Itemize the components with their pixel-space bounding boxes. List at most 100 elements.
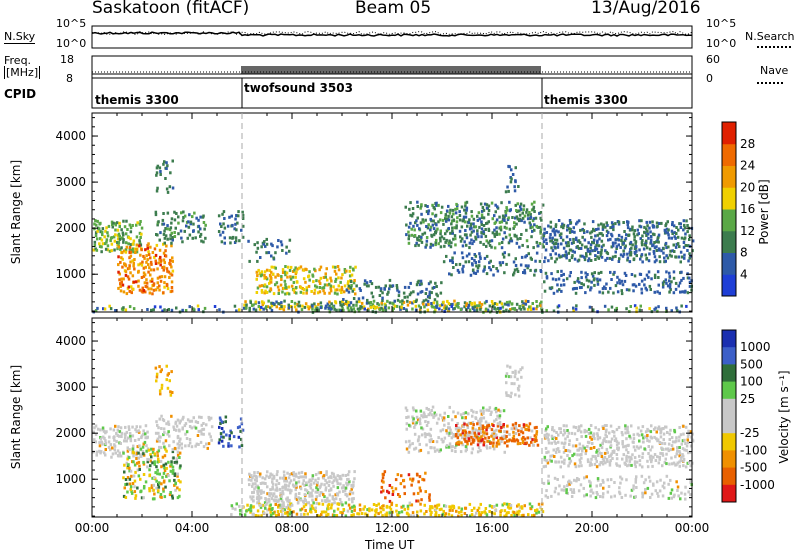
velocity-cell xyxy=(407,513,411,517)
power-cell xyxy=(457,302,460,305)
velocity-cell xyxy=(644,488,647,491)
power-cell xyxy=(642,247,646,251)
velocity-cell xyxy=(133,463,137,467)
velocity-cell xyxy=(120,435,123,438)
power-cell xyxy=(592,308,595,312)
velocity-cell xyxy=(409,503,412,507)
power-cell xyxy=(574,291,578,295)
power-cell xyxy=(220,240,224,244)
velocity-cell xyxy=(440,437,443,441)
velocity-cell xyxy=(495,410,498,414)
power-cell xyxy=(523,214,527,218)
power-cell xyxy=(522,204,526,208)
velocity-cell xyxy=(511,439,514,443)
power-cell xyxy=(560,274,563,277)
power-cell xyxy=(164,177,167,180)
velocity-cell xyxy=(158,481,161,485)
velocity-cell xyxy=(332,475,336,479)
power-cell xyxy=(495,267,498,270)
power-cell xyxy=(463,301,467,305)
velocity-cell xyxy=(633,462,637,466)
power-cell xyxy=(434,243,437,247)
power-cell xyxy=(461,244,465,248)
velocity-cell xyxy=(257,486,260,490)
velocity-cell xyxy=(603,437,606,441)
power-cell xyxy=(305,288,309,292)
velocity-cell xyxy=(258,474,262,478)
velocity-cell xyxy=(386,489,389,493)
power-cell xyxy=(646,232,650,236)
power-cell xyxy=(549,220,553,224)
power-cell xyxy=(683,223,686,227)
power-cell xyxy=(133,267,136,271)
power-cell xyxy=(445,305,448,309)
power-cell xyxy=(334,301,338,305)
velocity-cell xyxy=(583,494,586,498)
velocity-cell xyxy=(133,485,136,489)
power-cell xyxy=(593,277,596,281)
velocity-cell xyxy=(479,409,482,413)
velocity-cell xyxy=(581,444,585,448)
velocity-cell xyxy=(228,437,231,441)
power-cell xyxy=(649,230,652,234)
velocity-cell xyxy=(344,501,348,505)
power-cell xyxy=(409,213,412,217)
power-cell xyxy=(510,239,514,243)
velocity-cell xyxy=(658,427,662,431)
power-cell xyxy=(143,273,147,277)
power-cell xyxy=(678,222,681,226)
velocity-cell xyxy=(160,386,164,390)
velocity-cell xyxy=(634,448,637,452)
power-cell xyxy=(165,244,168,248)
velocity-cell xyxy=(209,416,213,420)
velocity-cell xyxy=(533,513,536,517)
power-cell xyxy=(387,290,390,294)
power-cell xyxy=(147,287,150,291)
power-cell xyxy=(218,308,221,312)
power-cell xyxy=(135,223,138,227)
power-cell xyxy=(483,265,486,269)
velocity-cell xyxy=(368,507,371,511)
power-cell xyxy=(573,250,576,254)
velocity-cell xyxy=(252,490,255,494)
velocity-cell xyxy=(140,434,144,438)
velocity-cell xyxy=(563,458,566,462)
velocity-cell xyxy=(317,477,320,481)
velocity-cell xyxy=(175,460,179,464)
power-cell xyxy=(673,235,676,239)
power-cell xyxy=(535,300,538,303)
power-cell xyxy=(105,238,109,242)
velocity-cell xyxy=(380,485,384,489)
power-cell xyxy=(314,284,317,288)
velocity-cell xyxy=(660,427,664,431)
power-cell xyxy=(574,307,578,311)
power-cell xyxy=(505,206,508,210)
velocity-cell xyxy=(511,423,515,427)
power-cell xyxy=(401,299,404,303)
velocity-cell xyxy=(422,415,425,419)
velocity-cell xyxy=(625,454,628,458)
power-cell xyxy=(454,211,458,215)
power-cell xyxy=(92,248,96,252)
velocity-cell xyxy=(478,421,482,425)
velocity-cell xyxy=(634,478,638,481)
power-cell xyxy=(124,248,128,252)
power-cell xyxy=(463,305,466,309)
power-cell xyxy=(285,245,288,249)
power-cell xyxy=(501,252,505,256)
power-cell xyxy=(324,275,327,279)
velocity-cell xyxy=(600,452,603,455)
velocity-cell xyxy=(496,422,500,426)
power-cell xyxy=(140,248,143,252)
velocity-cell xyxy=(617,425,621,429)
velocity-cell xyxy=(464,436,468,440)
power-cell xyxy=(445,254,448,258)
power-cell xyxy=(287,306,291,310)
power-cell xyxy=(430,302,433,305)
velocity-cell xyxy=(423,415,426,418)
velocity-cell xyxy=(220,427,224,430)
velocity-cell xyxy=(591,442,594,445)
velocity-cell xyxy=(256,501,259,505)
power-cell xyxy=(427,212,430,216)
power-cell xyxy=(311,307,314,311)
